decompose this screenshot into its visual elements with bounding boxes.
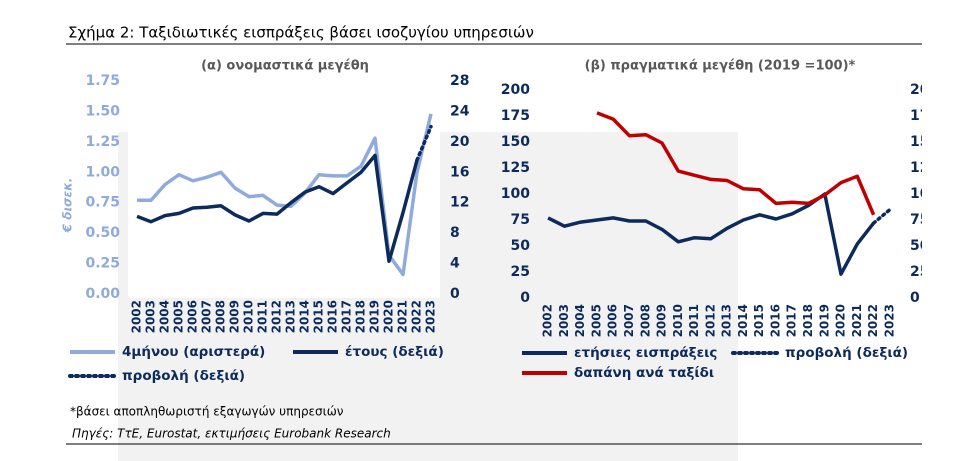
x-tick-label: 2021 — [850, 304, 864, 337]
y-tick-label: 50 — [511, 238, 531, 254]
y2-tick-label: 8 — [450, 225, 460, 241]
x-tick-label: 2002 — [130, 300, 144, 333]
x-tick-label: 2007 — [200, 300, 214, 333]
y2-tick-label: 12 — [450, 195, 469, 211]
y2-tick-label: 75 — [910, 212, 929, 228]
y-tick-label: 1.50 — [85, 103, 120, 119]
y2-tick-label: 175 — [910, 108, 939, 124]
x-tick-label: 2008 — [214, 300, 228, 333]
series-line — [596, 111, 876, 216]
y-tick-label: 150 — [501, 134, 530, 150]
y-tick-label: 125 — [501, 160, 530, 176]
source: Πηγές: ΤτΕ, Eurostat, εκτιμήσεις Euroban… — [72, 427, 391, 441]
y-tick-label: 0.50 — [85, 225, 120, 241]
chart-title: (α) ονομαστικά μεγέθη — [201, 59, 369, 74]
x-tick-label: 2022 — [410, 300, 424, 333]
series-line — [415, 124, 433, 162]
x-tick-label: 2016 — [768, 304, 782, 337]
y-tick-label: 0.75 — [85, 195, 120, 211]
x-tick-label: 2002 — [541, 304, 555, 337]
x-tick-label: 2011 — [687, 304, 701, 337]
x-tick-label: 2014 — [736, 304, 750, 337]
x-tick-label: 2018 — [354, 300, 368, 333]
x-tick-label: 2023 — [424, 300, 438, 333]
chart-a: (α) ονομαστικά μεγέθη € δισεκ. 0.00 0.25 0.5… — [61, 59, 470, 385]
legend-label: ετήσιες εισπράξεις — [574, 345, 717, 361]
x-tick-label: 2016 — [326, 300, 340, 333]
x-tick-label: 2005 — [589, 304, 603, 337]
y2-tick-label: 0 — [910, 290, 920, 306]
series-line — [136, 153, 419, 264]
x-tick-label: 2009 — [655, 304, 669, 337]
x-tick-label: 2012 — [270, 300, 284, 333]
y2-tick-label: 125 — [910, 160, 939, 176]
x-tick-label: 2019 — [368, 300, 382, 333]
x-tick-label: 2014 — [298, 300, 312, 333]
y-tick-label: 25 — [511, 264, 530, 280]
legend-label: έτους (δεξιά) — [345, 344, 444, 360]
y-tick-label: 75 — [511, 212, 530, 228]
x-tick-label: 2005 — [172, 300, 186, 333]
y2-tick-label: 20 — [450, 134, 470, 150]
legend-label: προβολή (δεξιά) — [785, 345, 908, 361]
x-tick-label: 2006 — [186, 300, 200, 333]
legend-label: προβολή (δεξιά) — [122, 368, 245, 384]
x-tick-label: 2020 — [382, 300, 396, 333]
x-tick-label: 2013 — [720, 304, 734, 337]
x-tick-label: 2012 — [703, 304, 717, 337]
y2-tick-label: 200 — [910, 82, 939, 98]
x-tick-label: 2004 — [573, 304, 587, 337]
x-tick-label: 2013 — [284, 300, 298, 333]
x-tick-label: 2003 — [557, 304, 571, 337]
y2-tick-label: 25 — [910, 264, 929, 280]
x-tick-label: 2017 — [340, 300, 354, 333]
series-line — [871, 207, 892, 225]
x-tick-label: 2004 — [158, 300, 172, 333]
y-tick-label: 1.00 — [85, 164, 120, 180]
y-tick-label: 200 — [501, 82, 530, 98]
y-tick-label: 0.25 — [85, 256, 120, 272]
y2-tick-label: 150 — [910, 134, 939, 150]
footnote: *βάσει αποπληθωριστή εξαγωγών υπηρεσιών — [70, 405, 344, 419]
x-tick-label: 2015 — [312, 300, 326, 333]
x-tick-label: 2011 — [256, 300, 270, 333]
x-tick-label: 2015 — [752, 304, 766, 337]
y-axis-label: € δισεκ. — [61, 178, 75, 234]
y2-tick-label: 0 — [450, 286, 460, 302]
x-tick-label: 2017 — [785, 304, 799, 337]
y2-tick-label: 24 — [450, 103, 470, 119]
legend-label: 4μήνου (αριστερά) — [122, 344, 265, 360]
x-tick-label: 2018 — [801, 304, 815, 337]
x-tick-label: 2010 — [242, 300, 256, 333]
x-tick-label: 2003 — [144, 300, 158, 333]
chart-b: (β) πραγματικά μεγέθη (2019 =100)* 0 25 50 7… — [501, 59, 939, 382]
x-tick-label: 2022 — [866, 304, 880, 337]
plot-background — [128, 76, 440, 298]
x-tick-label: 2023 — [882, 304, 896, 337]
y2-tick-label: 16 — [450, 164, 469, 180]
x-tick-label: 2007 — [622, 304, 636, 337]
x-tick-label: 2021 — [396, 300, 410, 333]
x-tick-label: 2009 — [228, 300, 242, 333]
y-tick-label: 100 — [501, 186, 530, 202]
figure-title: Σχήμα 2: Ταξιδιωτικές εισπράξεις βάσει ι… — [68, 24, 534, 42]
x-tick-label: 2008 — [638, 304, 652, 337]
x-tick-label: 2006 — [606, 304, 620, 337]
chart-title: (β) πραγματικά μεγέθη (2019 =100)* — [585, 59, 856, 74]
y-tick-label: 0.00 — [85, 286, 120, 302]
y2-tick-label: 28 — [450, 73, 469, 89]
y-tick-label: 0 — [520, 290, 530, 306]
y2-tick-label: 50 — [910, 238, 930, 254]
x-tick-label: 2010 — [671, 304, 685, 337]
y-tick-label: 1.75 — [85, 73, 120, 89]
legend-label: δαπάνη ανά ταξίδι — [574, 365, 714, 381]
y2-tick-label: 100 — [910, 186, 939, 202]
y2-tick-label: 4 — [450, 256, 460, 272]
y-tick-label: 175 — [501, 108, 530, 124]
y-tick-label: 1.25 — [85, 134, 120, 150]
x-tick-label: 2020 — [834, 304, 848, 337]
x-tick-label: 2019 — [817, 304, 831, 337]
